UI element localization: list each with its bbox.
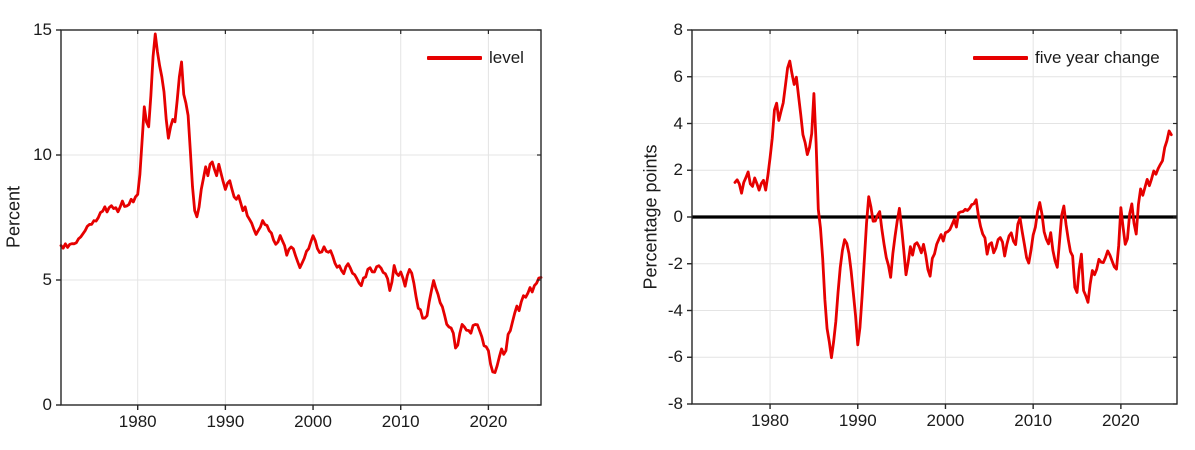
x-tick-label: 1980: [118, 412, 157, 431]
right-legend-label: five year change: [1035, 48, 1160, 67]
x-tick-label: 1990: [206, 412, 245, 431]
y-tick-label: -2: [667, 253, 683, 273]
y-tick-label: -4: [667, 300, 683, 320]
left-legend-label: level: [489, 48, 524, 67]
y-tick-label: 2: [673, 160, 683, 180]
x-tick-label: 1980: [751, 411, 789, 430]
five-year-change-line-swatch: [973, 56, 1028, 60]
level-series-line: [59, 32, 543, 374]
five-year-change-series-line: [733, 59, 1173, 360]
y-tick-label: 4: [673, 113, 683, 133]
x-tick-label: 2010: [381, 412, 420, 431]
x-tick-label: 2010: [1014, 411, 1053, 430]
x-tick-label: 2020: [1101, 411, 1140, 430]
y-tick-label: -6: [667, 347, 683, 367]
left-chart-legend: level: [427, 48, 524, 68]
x-tick-label: 1990: [838, 411, 877, 430]
axes-box: [60, 29, 542, 406]
left-y-axis-title: Percent: [3, 185, 24, 249]
x-tick-label: 2000: [926, 411, 965, 430]
y-tick-label: 0: [42, 395, 52, 414]
y-tick-label: 0: [673, 207, 683, 226]
y-tick-label: 8: [673, 20, 683, 39]
y-tick-label: 15: [33, 20, 52, 39]
x-tick-label: 2020: [469, 412, 508, 431]
y-tick-label: -8: [667, 394, 683, 413]
right-chart-legend: five year change: [973, 48, 1160, 68]
y-tick-label: 6: [673, 66, 683, 86]
y-tick-label: 5: [42, 270, 52, 289]
x-tick-label: 2000: [294, 412, 332, 431]
y-tick-label: 10: [33, 145, 52, 164]
level-line-swatch: [427, 56, 482, 60]
